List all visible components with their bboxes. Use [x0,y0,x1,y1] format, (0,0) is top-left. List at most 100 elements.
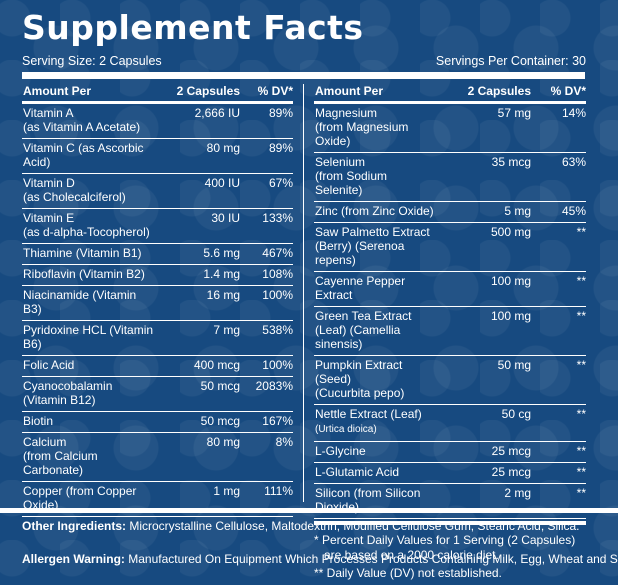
nutrient-source: (Vitamin B12) [23,393,96,407]
nutrient-dv: 100% [262,358,293,372]
nutrient-dv: ** [576,309,586,323]
nutrient-row: Saw Palmetto Extract (Berry) (Serenoa rep… [314,223,586,272]
nutrient-row: Cyanocobalamin (Vitamin B12) 50 mcg 2083% [22,377,293,412]
nutrient-row: Magnesium (from Magnesium Oxide) 57 mg 14% [314,104,586,153]
nutrient-amount: 2 mg [504,486,531,500]
nutrient-name-text: Nettle Extract (Leaf) [315,407,422,421]
nutrient-latin-name: (Urtica dioica) [315,424,377,435]
nutrient-name-text: Riboflavin (Vitamin B2) [23,267,145,281]
other-ingredients-text: Microcrystalline Cellulose, Maltodextrin… [126,519,580,533]
nutrient-name: Vitamin A (as Vitamin A Acetate) [22,106,154,134]
serving-size: Serving Size: 2 Capsules [22,54,162,68]
nutrient-dv: 67% [268,176,293,190]
nutrient-amount: 50 mg [497,358,531,372]
nutrient-name-text: Zinc (from Zinc Oxide) [315,204,434,218]
nutrient-dv: 2083% [255,379,293,393]
nutrient-dv: 167% [262,414,293,428]
header-capsules: 2 Capsules [467,84,531,98]
nutrient-amount: 50 mcg [200,414,240,428]
nutrient-name: Selenium (from Sodium Selenite) [314,155,436,197]
nutrient-name-text: L-Glycine [315,444,366,458]
nutrient-row: Biotin 50 mcg 167% [22,412,293,433]
nutrient-row: Vitamin A (as Vitamin A Acetate) 2,666 IU 8… [22,104,293,139]
right-nutrient-column: Amount Per 2 Capsules % DV* Magnesium (fr… [314,84,586,581]
nutrient-source: (Berry) (Serenoa repens) [315,239,405,267]
other-ingredients-label: Other Ingredients: [22,519,127,533]
table-bottom-rule [314,521,586,525]
nutrient-dv: ** [576,358,586,372]
nutrient-dv: 45% [561,204,586,218]
nutrient-name: Pumpkin Extract (Seed) (Cucurbita pepo) [314,358,436,400]
column-divider [303,84,304,502]
nutrient-name: Niacinamide (Vitamin B3) [22,288,154,316]
nutrient-source: (Cucurbita pepo) [315,386,405,400]
nutrient-name: Zinc (from Zinc Oxide) [314,204,436,218]
nutrient-amount: 25 mcg [491,444,531,458]
header-amount-per: Amount Per [23,84,92,98]
nutrient-row: Nettle Extract (Leaf) (Urtica dioica) 50 … [314,405,586,442]
nutrient-name: Green Tea Extract (Leaf) (Camellia sinens… [314,309,436,351]
servings-per-container: Servings Per Container: 30 [435,54,586,68]
nutrient-dv: 8% [275,435,293,449]
nutrient-row: Niacinamide (Vitamin B3) 16 mg 100% [22,286,293,321]
nutrient-dv: ** [576,465,586,479]
nutrient-name: Thiamine (Vitamin B1) [22,246,154,260]
nutrient-dv: ** [576,225,586,239]
nutrient-name: Magnesium (from Magnesium Oxide) [314,106,436,148]
nutrient-row: L-Glutamic Acid 25 mcg ** [314,463,586,484]
nutrient-name: Cayenne Pepper Extract [314,274,436,302]
footnotes: * Percent Daily Values for 1 Serving (2 … [314,533,586,581]
nutrient-row: Silicon (from Silicon Dioxide) 2 mg ** [314,484,586,519]
right-column-header: Amount Per 2 Capsules % DV* [314,84,586,104]
nutrient-dv: 100% [262,288,293,302]
nutrient-name-text: Cayenne Pepper Extract [315,274,406,302]
nutrient-name: Calcium (from Calcium Carbonate) [22,435,154,477]
nutrient-name-text: Vitamin A [23,106,74,120]
nutrient-dv: ** [576,444,586,458]
nutrient-dv: 89% [268,106,293,120]
nutrient-amount: 1 mg [213,484,240,498]
nutrient-name-text: Selenium [315,155,366,169]
nutrient-name-text: Niacinamide (Vitamin B3) [23,288,137,316]
nutrient-amount: 80 mg [206,435,240,449]
nutrient-dv: ** [576,274,586,288]
nutrient-amount: 25 mcg [491,465,531,479]
nutrient-source: (from Calcium Carbonate) [23,449,98,477]
nutrient-amount: 5.6 mg [203,246,240,260]
nutrient-row: Vitamin D (as Cholecalciferol) 400 IU 67% [22,174,293,209]
nutrient-amount: 1.4 mg [203,267,240,281]
nutrient-amount: 50 mcg [200,379,240,393]
nutrient-name-text: L-Glutamic Acid [315,465,400,479]
allergen-label: Allergen Warning: [22,552,125,566]
nutrient-row: Folic Acid 400 mcg 100% [22,356,293,377]
header-amount-per: Amount Per [315,84,384,98]
nutrient-dv: 133% [262,211,293,225]
nutrient-row: Vitamin C (as Ascorbic Acid) 80 mg 89% [22,139,293,174]
nutrient-amount: 2,666 IU [194,106,240,120]
nutrient-amount: 57 mg [497,106,531,120]
nutrient-source: (as Cholecalciferol) [23,190,126,204]
footnote-not-established: ** Daily Value (DV) not established. [314,566,502,580]
right-rows: Magnesium (from Magnesium Oxide) 57 mg 14% S… [314,104,586,519]
nutrient-name-text: Saw Palmetto Extract [315,225,430,239]
nutrient-name-text: Pyridoxine HCL (Vitamin B6) [23,323,154,351]
nutrient-dv: 538% [262,323,293,337]
left-column-header: Amount Per 2 Capsules % DV* [22,84,293,104]
nutrient-name: Vitamin E (as d-alpha-Tocopherol) [22,211,154,239]
nutrient-dv: 467% [262,246,293,260]
nutrient-name: Vitamin C (as Ascorbic Acid) [22,141,154,169]
nutrient-dv: 108% [262,267,293,281]
left-rows: Vitamin A (as Vitamin A Acetate) 2,666 IU 8… [22,104,293,517]
nutrient-name: L-Glutamic Acid [314,465,436,479]
nutrient-source: (from Sodium Selenite) [315,169,388,197]
nutrient-amount: 7 mg [213,323,240,337]
header-capsules: 2 Capsules [176,84,240,98]
nutrient-name-text: Green Tea Extract [315,309,412,323]
left-nutrient-column: Amount Per 2 Capsules % DV* Vitamin A (as… [22,84,293,517]
nutrient-source: (as d-alpha-Tocopherol) [23,225,150,239]
nutrient-name-text: Vitamin D [23,176,75,190]
nutrient-amount: 100 mg [490,274,531,288]
nutrient-name: Riboflavin (Vitamin B2) [22,267,154,281]
nutrient-name-text: Biotin [23,414,54,428]
nutrient-amount: 35 mcg [491,155,531,169]
